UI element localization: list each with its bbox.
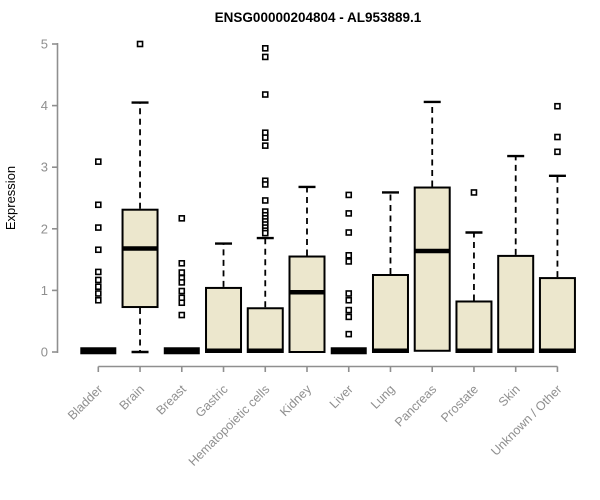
outlier-point <box>345 296 353 304</box>
outlier-point <box>345 258 353 265</box>
outlier-point <box>95 283 102 291</box>
box-group-pancreas <box>413 100 451 352</box>
outlier-point <box>345 210 353 217</box>
outlier-point <box>178 279 186 286</box>
box-rect <box>205 286 243 354</box>
box-rect <box>497 254 535 354</box>
outlier-point <box>261 53 269 61</box>
y-tick-label: 5 <box>41 37 48 52</box>
outlier-point <box>261 45 269 52</box>
x-category-label-gastric: Gastric <box>193 382 231 420</box>
outlier-point <box>261 181 269 188</box>
x-category-label-bladder: Bladder <box>65 382 105 422</box>
box-group-gastric <box>205 242 243 354</box>
plot-area: 0 1 2 3 4 5 Bladder Brain Breast GastricHematopoi… <box>41 37 576 469</box>
outlier-point <box>345 290 353 297</box>
x-category-label-liver: Liver <box>327 382 356 411</box>
outlier-point <box>261 91 269 98</box>
outlier-point <box>345 306 353 314</box>
box-group-skin <box>497 154 535 354</box>
outlier-point <box>178 311 186 319</box>
y-tick-label: 3 <box>41 160 48 175</box>
outlier-point <box>178 215 186 222</box>
box-rect <box>246 307 284 354</box>
y-tick-label: 1 <box>41 283 48 298</box>
x-category-label-kidney: Kidney <box>277 382 314 419</box>
y-tick-label: 0 <box>41 345 48 360</box>
outlier-point <box>345 330 353 338</box>
x-category-label-hematopoietic-cells: Hematopoietic cells <box>186 382 273 469</box>
y-axis: 0 1 2 3 4 5 <box>41 37 59 360</box>
outlier-point <box>554 102 561 110</box>
box-rect <box>413 186 451 352</box>
collapsed-box <box>80 347 117 355</box>
box-group-kidney <box>288 185 326 353</box>
x-category-label-skin: Skin <box>496 382 523 409</box>
outlier-point <box>95 158 102 165</box>
box-rect <box>288 255 326 353</box>
outlier-point <box>95 201 102 209</box>
y-tick-label: 4 <box>41 98 48 113</box>
outlier-point <box>554 148 561 156</box>
x-category-label-unknown-other: Unknown / Other <box>488 382 564 458</box>
collapsed-box <box>330 347 367 355</box>
collapsed-box <box>163 347 200 355</box>
outlier-point <box>345 313 353 321</box>
box-group-liver <box>330 191 367 355</box>
outlier-point <box>261 197 269 204</box>
outlier-point <box>178 299 186 307</box>
outlier-point <box>178 287 186 295</box>
outlier-point <box>178 259 186 267</box>
box-group-bladder <box>80 158 117 355</box>
x-category-label-breast: Breast <box>153 382 189 418</box>
x-category-label-pancreas: Pancreas <box>392 382 439 429</box>
outlier-point <box>554 133 561 141</box>
outlier-point <box>95 224 102 231</box>
box-group-lung <box>371 191 409 354</box>
box-group-prostate <box>455 189 493 354</box>
outlier-point <box>95 246 102 254</box>
outlier-point <box>95 296 102 304</box>
box-rect <box>538 277 576 353</box>
box-group-hematopoietic-cells <box>246 45 284 354</box>
y-tick-label: 2 <box>41 221 48 236</box>
outlier-point <box>95 290 102 297</box>
y-axis-label: Expression <box>3 166 18 230</box>
outlier-point <box>261 229 269 237</box>
outlier-point <box>345 191 353 199</box>
outlier-point <box>136 40 144 48</box>
outlier-point <box>470 189 478 196</box>
x-category-label-lung: Lung <box>368 382 398 412</box>
x-category-label-brain: Brain <box>117 382 148 413</box>
chart-title: ENSG00000204804 - AL953889.1 <box>215 10 422 25</box>
box-rect <box>371 274 409 353</box>
x-category-label-prostate: Prostate <box>438 382 481 425</box>
outlier-point <box>345 229 353 236</box>
box-rect <box>121 208 159 309</box>
box-rect <box>455 300 493 354</box>
outlier-point <box>261 142 269 149</box>
outlier-point <box>95 268 102 276</box>
outlier-point <box>261 134 269 141</box>
box-group-breast <box>163 215 200 355</box>
outlier-point <box>178 269 186 276</box>
box-group-brain <box>121 40 159 354</box>
outlier-point <box>95 276 102 284</box>
box-group-unknown-other <box>538 102 576 354</box>
outlier-point <box>345 251 353 259</box>
